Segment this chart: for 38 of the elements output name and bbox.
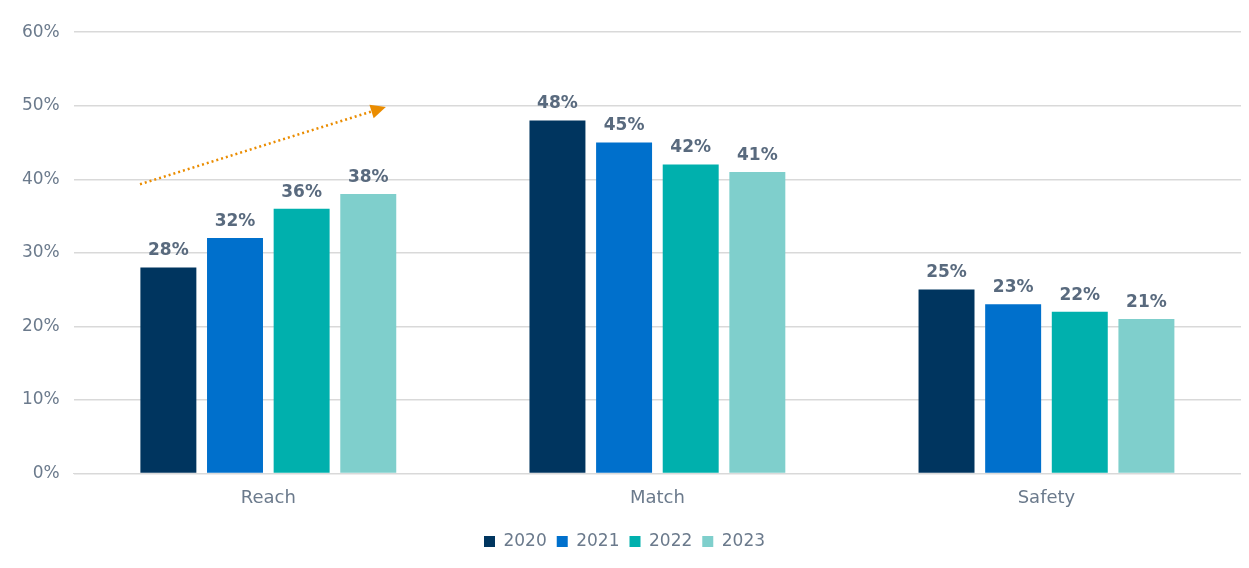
y-tick-label: 20% [21, 314, 60, 335]
legend-label: 2023 [721, 529, 766, 550]
bar [918, 289, 975, 473]
legend-label: 2020 [503, 529, 547, 550]
data-label: 42% [670, 136, 712, 157]
data-label: 48% [537, 92, 578, 113]
x-tick-label: Reach [240, 485, 296, 507]
data-label: 22% [1059, 283, 1101, 304]
legend-label: 2022 [649, 529, 693, 550]
bar [529, 120, 586, 473]
bar [596, 142, 653, 473]
bar [273, 208, 330, 473]
bar [662, 164, 719, 473]
data-label: 23% [992, 276, 1034, 297]
legend-label: 2021 [576, 529, 620, 550]
y-tick-label: 0% [32, 461, 60, 482]
y-tick-label: 50% [21, 94, 60, 115]
data-label: 28% [148, 239, 189, 260]
x-tick-label: Safety [1017, 485, 1076, 507]
y-tick-label: 40% [21, 167, 60, 188]
x-tick-label: Match [629, 485, 685, 507]
data-label: 45% [603, 114, 645, 135]
bar [1118, 318, 1175, 473]
data-label: 21% [1126, 290, 1167, 311]
data-label: 38% [347, 165, 389, 186]
y-tick-label: 30% [21, 241, 60, 262]
y-tick-label: 10% [21, 388, 60, 409]
bar [1051, 311, 1108, 473]
bar [340, 193, 397, 473]
bar [729, 171, 786, 473]
data-label: 32% [214, 210, 256, 231]
data-label: 41% [736, 143, 778, 164]
bar [207, 238, 263, 473]
y-tick-label: 60% [21, 20, 60, 41]
bar [985, 304, 1042, 473]
data-label: 25% [926, 261, 967, 282]
data-label: 36% [281, 180, 322, 201]
bar [140, 267, 197, 473]
